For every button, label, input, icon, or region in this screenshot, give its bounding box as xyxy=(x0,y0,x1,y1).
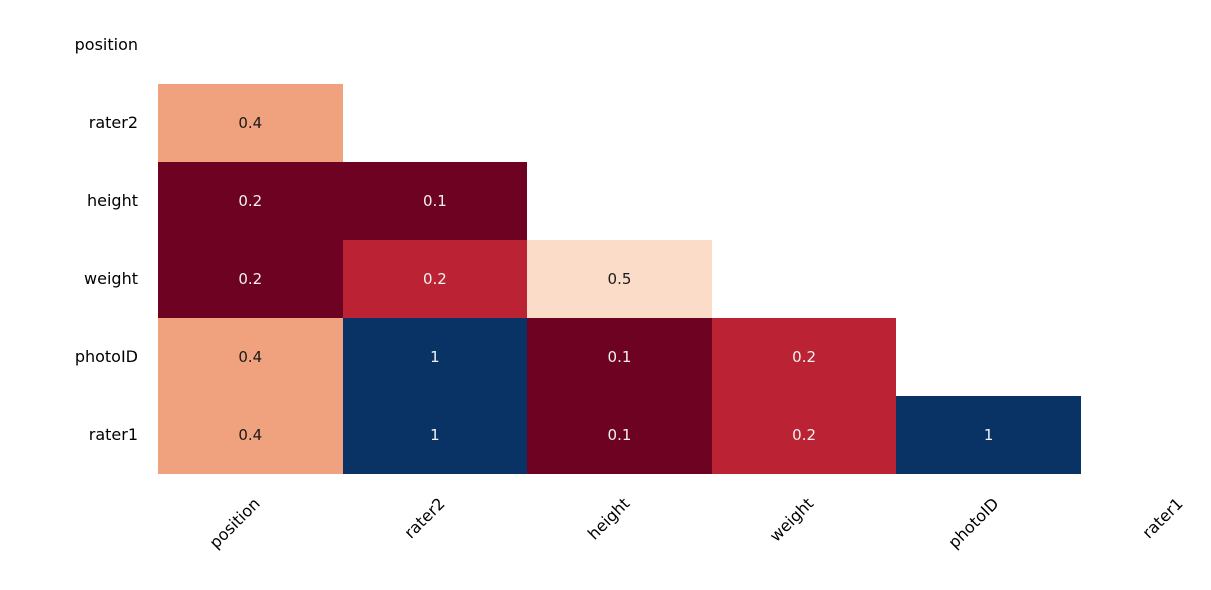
heatmap-cell-height-rater2: 0.1 xyxy=(342,162,528,240)
heatmap-cell-weight-height: 0.5 xyxy=(527,240,712,318)
heatmap-cell-weight-rater2: 0.2 xyxy=(342,240,528,318)
heatmap-cell-rater1-rater2: 1 xyxy=(342,396,528,474)
x-tick-label-position: position xyxy=(205,493,264,553)
heatmap-cell-photoID-rater2: 1 xyxy=(342,318,528,396)
y-tick-label-rater2: rater2 xyxy=(88,113,138,132)
heatmap-cell-rater2-position: 0.4 xyxy=(158,84,343,162)
heatmap-cell-photoID-position: 0.4 xyxy=(158,318,343,396)
heatmap-cell-photoID-height: 0.1 xyxy=(527,318,712,396)
y-tick-label-height: height xyxy=(87,191,138,210)
x-tick-label-weight: weight xyxy=(765,493,818,546)
heatmap-cell-photoID-weight: 0.2 xyxy=(711,318,897,396)
y-tick-label-photoID: photoID xyxy=(74,347,138,366)
heatmap-cell-weight-position: 0.2 xyxy=(158,240,343,318)
x-tick-label-height: height xyxy=(583,493,633,544)
y-tick-label-weight: weight xyxy=(84,269,138,288)
heatmap-cell-rater1-weight: 0.2 xyxy=(711,396,897,474)
heatmap-cell-rater1-photoID: 1 xyxy=(896,396,1081,474)
y-tick-label-rater1: rater1 xyxy=(88,425,138,444)
x-tick-label-rater2: rater2 xyxy=(399,493,449,543)
heatmap-cell-rater1-height: 0.1 xyxy=(527,396,712,474)
x-tick-label-photoID: photoID xyxy=(943,493,1003,553)
heatmap-cell-rater1-position: 0.4 xyxy=(158,396,343,474)
x-tick-label-rater1: rater1 xyxy=(1138,493,1187,543)
heatmap-cell-height-position: 0.2 xyxy=(158,162,343,240)
y-tick-label-position: position xyxy=(74,35,138,54)
